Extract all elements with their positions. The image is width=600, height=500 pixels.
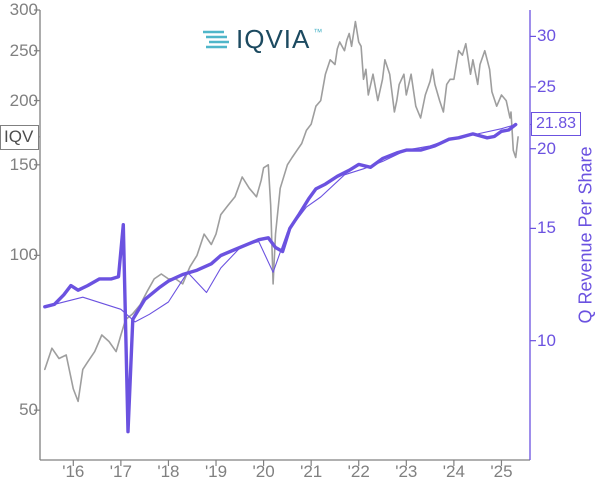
y-right-tick-label: 25 <box>537 77 556 97</box>
x-tick-label: '17 <box>110 462 132 482</box>
y-right-tick-label: 15 <box>537 218 556 238</box>
value-callout: 21.83 <box>531 112 581 136</box>
y-left-tick-label: 150 <box>10 155 38 175</box>
chart-svg <box>0 0 600 500</box>
value-callout-text: 21.83 <box>536 115 576 132</box>
y-right-tick-label: 20 <box>537 139 556 159</box>
x-tick-label: '23 <box>395 462 417 482</box>
logo-text: IQVIA <box>236 24 310 55</box>
y-right-tick-label: 30 <box>537 26 556 46</box>
revenue-thin-series <box>45 125 516 322</box>
x-tick-label: '16 <box>62 462 84 482</box>
stock-revenue-chart: IQVIA ™ IQV 21.83 Q Revenue Per Share '1… <box>0 0 600 500</box>
y-left-tick-label: 100 <box>10 245 38 265</box>
price-series <box>45 22 518 402</box>
y2-axis-label: Q Revenue Per Share <box>576 146 597 323</box>
logo-stripes-icon <box>202 29 230 51</box>
y-left-tick-label: 200 <box>10 91 38 111</box>
y-right-tick-label: 10 <box>537 331 556 351</box>
company-logo: IQVIA ™ <box>202 24 322 55</box>
ticker-callout-text: IQV <box>4 127 33 146</box>
x-tick-label: '18 <box>157 462 179 482</box>
revenue-thick-series <box>45 125 516 432</box>
y-left-tick-label: 50 <box>19 400 38 420</box>
x-tick-label: '24 <box>443 462 465 482</box>
y-left-tick-label: 250 <box>10 41 38 61</box>
ticker-callout: IQV <box>0 125 39 150</box>
y-left-tick-label: 300 <box>10 0 38 20</box>
x-tick-label: '22 <box>348 462 370 482</box>
logo-trademark-icon: ™ <box>313 27 322 37</box>
x-tick-label: '20 <box>253 462 275 482</box>
x-tick-label: '21 <box>300 462 322 482</box>
x-tick-label: '19 <box>205 462 227 482</box>
x-tick-label: '25 <box>490 462 512 482</box>
